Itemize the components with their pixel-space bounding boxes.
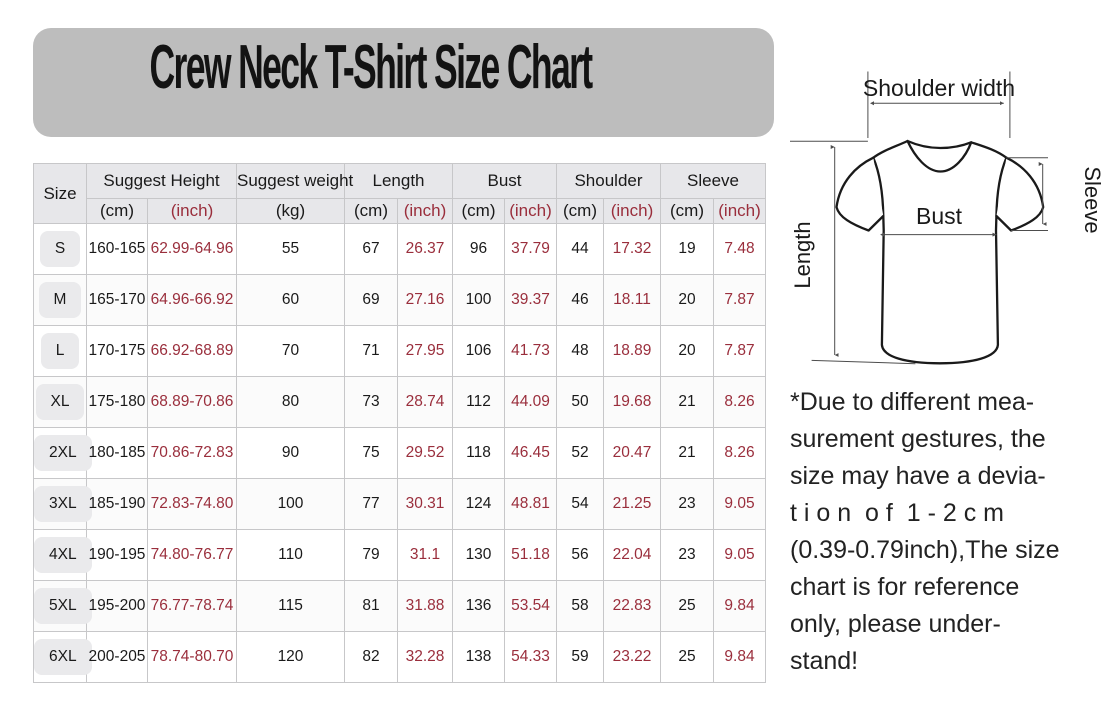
svg-text:Shoulder width: Shoulder width	[863, 75, 1015, 101]
svg-text:Length: Length	[790, 221, 815, 288]
svg-text:Sleeve: Sleeve	[1080, 166, 1105, 233]
svg-text:Bust: Bust	[916, 203, 963, 229]
